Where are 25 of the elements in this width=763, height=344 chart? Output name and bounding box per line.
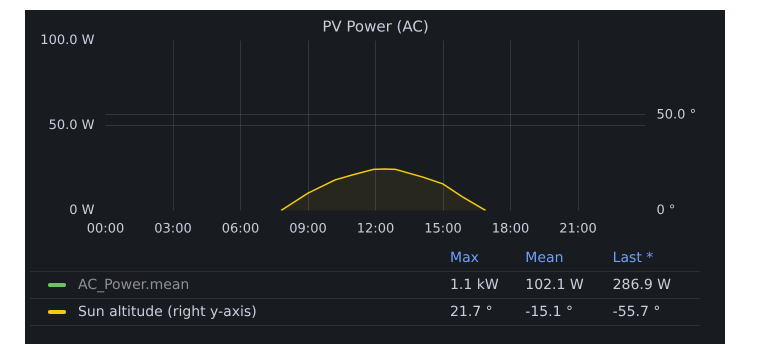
y-tick-label: 50.0 W: [48, 118, 95, 133]
legend-label: AC_Power.mean: [78, 277, 190, 293]
x-tick-label: 15:00: [424, 222, 462, 236]
text: Max: [450, 249, 480, 268]
y-tick-label: 100.0 W: [40, 33, 95, 48]
text: -15.1 °: [525, 303, 574, 322]
x-tick-label: 21:00: [559, 222, 597, 236]
text: 286.9 W: [612, 276, 672, 295]
text: -55.7 °: [612, 303, 662, 322]
legend-label: Sun altitude (right y-axis): [78, 304, 257, 320]
y-tick-label: 0 W: [69, 203, 95, 218]
x-tick-label: 12:00: [356, 222, 394, 236]
text: 102.1 W: [525, 276, 585, 295]
x-tick-label: 09:00: [289, 222, 327, 236]
text: 21.7 °: [450, 303, 494, 322]
x-tick-label: 00:00: [86, 222, 124, 236]
x-tick-label: 06:00: [222, 222, 260, 236]
text: 1.1 kW: [450, 276, 500, 295]
text: Last *: [612, 249, 654, 268]
x-tick-label: 18:00: [492, 222, 530, 236]
chart-title: PV Power (AC): [322, 18, 429, 36]
text: Mean: [525, 249, 564, 268]
x-tick-label: 03:00: [154, 222, 192, 236]
y2-tick-label: 0 °: [656, 203, 676, 218]
y2-tick-label: 50.0 °: [656, 107, 696, 122]
